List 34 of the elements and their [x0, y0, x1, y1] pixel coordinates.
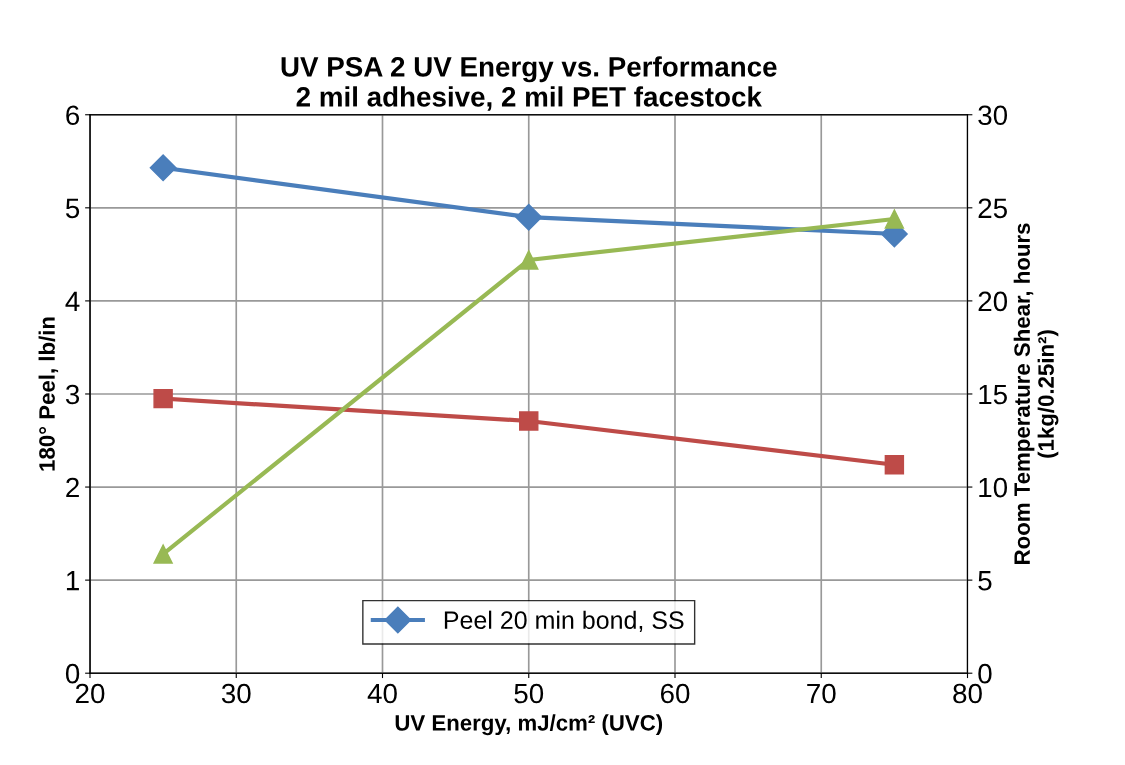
y-tick-label: 0 — [65, 663, 80, 684]
x-tick-label: 40 — [367, 683, 397, 704]
y-tick-label: 3 — [65, 384, 80, 405]
point — [515, 203, 543, 231]
x-tick-label: 70 — [807, 683, 836, 704]
legend-label: Peel 20 min bond, SS — [444, 610, 684, 632]
y2-axis-title: Room Temperature Shear, hours (1kg/0.25in²) — [1013, 223, 1059, 564]
x-tick-label: 30 — [221, 683, 251, 704]
y-tick-label: 2 — [66, 477, 79, 498]
y-tick-label: 1 — [66, 571, 79, 591]
point — [153, 388, 173, 409]
y2-tick-label: 15 — [979, 384, 1007, 405]
x-tick-label: 80 — [953, 683, 982, 704]
y-tick-label: 5 — [65, 198, 80, 219]
x-tick-label: 60 — [660, 683, 690, 704]
point — [884, 454, 905, 475]
y-tick-label: 4 — [65, 291, 80, 311]
y2-tick-label: 30 — [978, 105, 1008, 126]
y-tick-label: 6 — [66, 105, 80, 126]
point — [149, 154, 177, 182]
point — [884, 209, 905, 229]
y2-tick-label: 20 — [978, 291, 1008, 312]
y2-tick-label: 5 — [978, 571, 992, 591]
x-tick-label: 50 — [514, 683, 544, 704]
point — [519, 411, 539, 431]
point — [519, 250, 539, 270]
y2-tick-label: 0 — [978, 663, 992, 684]
point — [153, 544, 173, 564]
y2-tick-label: 25 — [978, 198, 1007, 219]
chart-title: UV PSA 2 UV Energy vs. Performance 2 mil adhesive, 2 mil PET facestock — [281, 56, 777, 111]
y-axis-title: 180° Peel, lb/in — [38, 317, 59, 471]
y2-tick-label: 10 — [979, 477, 1008, 498]
x-tick-label: 20 — [75, 683, 105, 704]
x-axis-title: UV Energy, mJ/cm² (UVC) — [395, 714, 663, 736]
